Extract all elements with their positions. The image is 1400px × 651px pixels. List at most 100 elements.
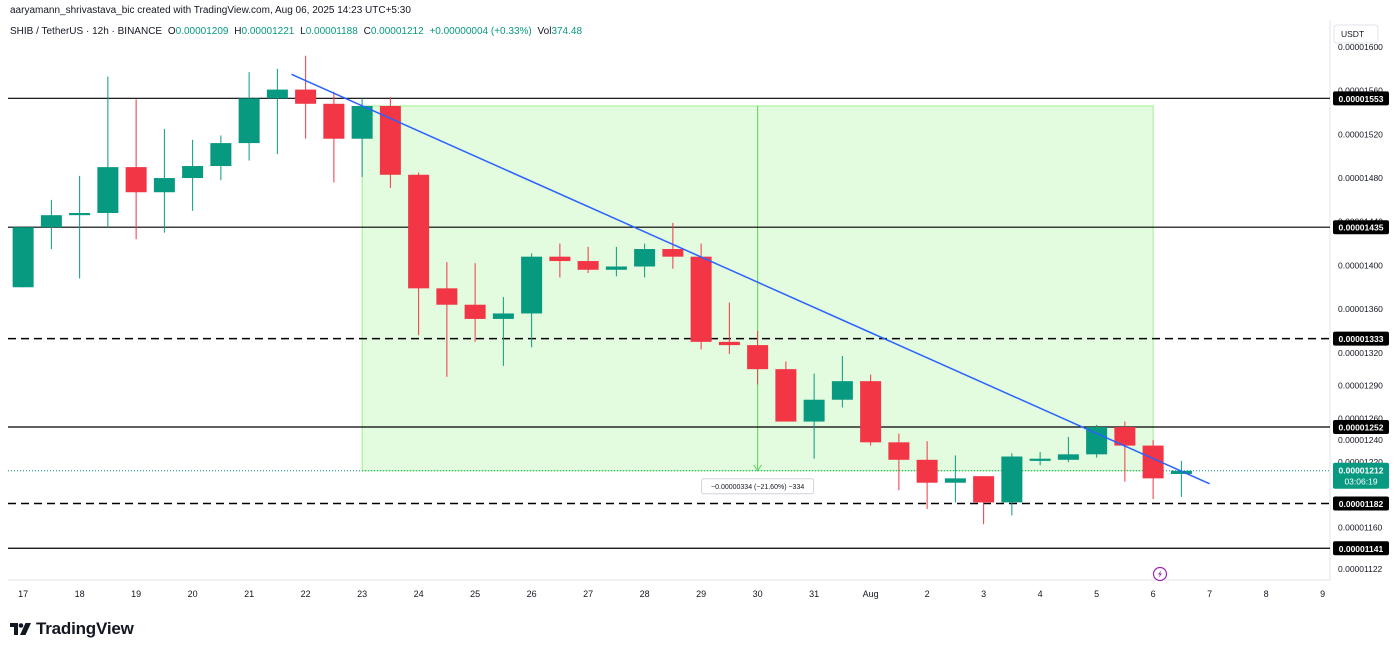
candle [747, 330, 769, 385]
y-tick-label: 0.00001220 [1338, 457, 1383, 467]
y-tick-label: 0.00001400 [1338, 260, 1383, 270]
candle [831, 356, 853, 408]
candle-body [1086, 427, 1108, 455]
candle-body [973, 476, 995, 503]
level-price-label: 0.00001553 [1339, 94, 1384, 104]
tradingview-logo[interactable]: TradingView [10, 619, 134, 639]
candle [1057, 436, 1079, 462]
x-tick-label: 31 [809, 589, 819, 599]
candle [690, 243, 712, 350]
candle-body [436, 288, 458, 305]
candle [182, 139, 204, 211]
countdown-label: 03:06:19 [1344, 477, 1377, 487]
candle [379, 97, 401, 188]
open-label: O [167, 26, 176, 37]
candle [577, 246, 599, 274]
x-tick-label: 25 [470, 589, 480, 599]
candle-body [860, 381, 882, 443]
candle-body [1114, 427, 1136, 446]
candle-body [605, 266, 627, 270]
candle-body [266, 89, 288, 99]
candle [408, 172, 430, 336]
candle-body [718, 341, 740, 346]
y-tick-label: 0.00001122 [1338, 564, 1383, 574]
y-tick-label: 0.00001480 [1338, 173, 1383, 183]
level-price-tag [1333, 220, 1389, 235]
x-tick-label: 30 [753, 589, 763, 599]
candle-body [831, 381, 853, 400]
symbol-label[interactable]: SHIB / TetherUS · 12h · BINANCE [10, 26, 163, 37]
y-tick-label: 0.00001320 [1338, 348, 1383, 358]
y-tick-label: 0.00001560 [1338, 86, 1383, 96]
candle-body [69, 212, 91, 216]
y-tick-label: 0.00001290 [1338, 381, 1383, 391]
candle-body [1142, 445, 1164, 479]
candle [492, 297, 514, 366]
level-price-label: 0.00001435 [1339, 223, 1384, 233]
candle [888, 433, 910, 491]
candle-body [295, 89, 317, 104]
candle-body [775, 369, 797, 422]
candle [436, 262, 458, 377]
candle-body [690, 256, 712, 342]
x-tick-label: 24 [414, 589, 424, 599]
candle-body [12, 227, 34, 288]
candle [916, 441, 938, 509]
x-tick-label: 26 [527, 589, 537, 599]
candle-body [1001, 456, 1023, 503]
volume-value: 374.48 [551, 26, 583, 37]
candle [323, 91, 345, 183]
x-tick-label: 4 [1038, 589, 1043, 599]
candle [210, 135, 232, 181]
candle [125, 99, 147, 240]
candle [1170, 460, 1192, 497]
candle [1086, 424, 1108, 458]
candle [1114, 421, 1136, 482]
y-tick-label: 0.00001600 [1338, 42, 1383, 52]
candle [1029, 452, 1051, 466]
tradingview-logo-icon [10, 623, 31, 635]
level-price-label: 0.00001141 [1339, 544, 1384, 554]
candle-body [549, 256, 571, 262]
close-label: C [363, 26, 371, 37]
x-tick-label: 8 [1264, 589, 1269, 599]
current-price-tag [1333, 462, 1389, 489]
candle-body [1057, 454, 1079, 460]
candle-body [408, 174, 430, 289]
high-value: 0.00001221 [241, 26, 295, 37]
candle-body [492, 313, 514, 319]
candle [1142, 440, 1164, 500]
y-tick-label: 0.00001520 [1338, 129, 1383, 139]
candle-body [944, 478, 966, 483]
candle-body [125, 167, 147, 193]
candle-body [662, 249, 684, 257]
candle [238, 72, 260, 161]
level-price-label: 0.00001333 [1339, 334, 1384, 344]
candle [634, 243, 656, 278]
y-tick-label: 0.00001360 [1338, 304, 1383, 314]
x-tick-label: 23 [357, 589, 367, 599]
x-tick-label: 19 [131, 589, 141, 599]
candle [662, 222, 684, 269]
low-value: 0.00001188 [305, 26, 358, 37]
trendline [291, 73, 1210, 485]
x-tick-label: 17 [18, 589, 28, 599]
candle [266, 68, 288, 155]
candle [973, 476, 995, 525]
high-label: H [234, 26, 242, 37]
candle-body [803, 399, 825, 422]
candle [775, 361, 797, 422]
measure-arrow-head [753, 464, 763, 472]
candle [521, 253, 543, 348]
x-tick-label: 7 [1207, 589, 1212, 599]
candle [944, 455, 966, 503]
candle-body [238, 98, 260, 144]
lightning-bolt [1158, 570, 1162, 578]
x-tick-label: 2 [925, 589, 930, 599]
x-tick-label: 20 [188, 589, 198, 599]
x-tick-label: 28 [640, 589, 650, 599]
x-tick-label: 5 [1094, 589, 1099, 599]
x-tick-label: 21 [244, 589, 254, 599]
